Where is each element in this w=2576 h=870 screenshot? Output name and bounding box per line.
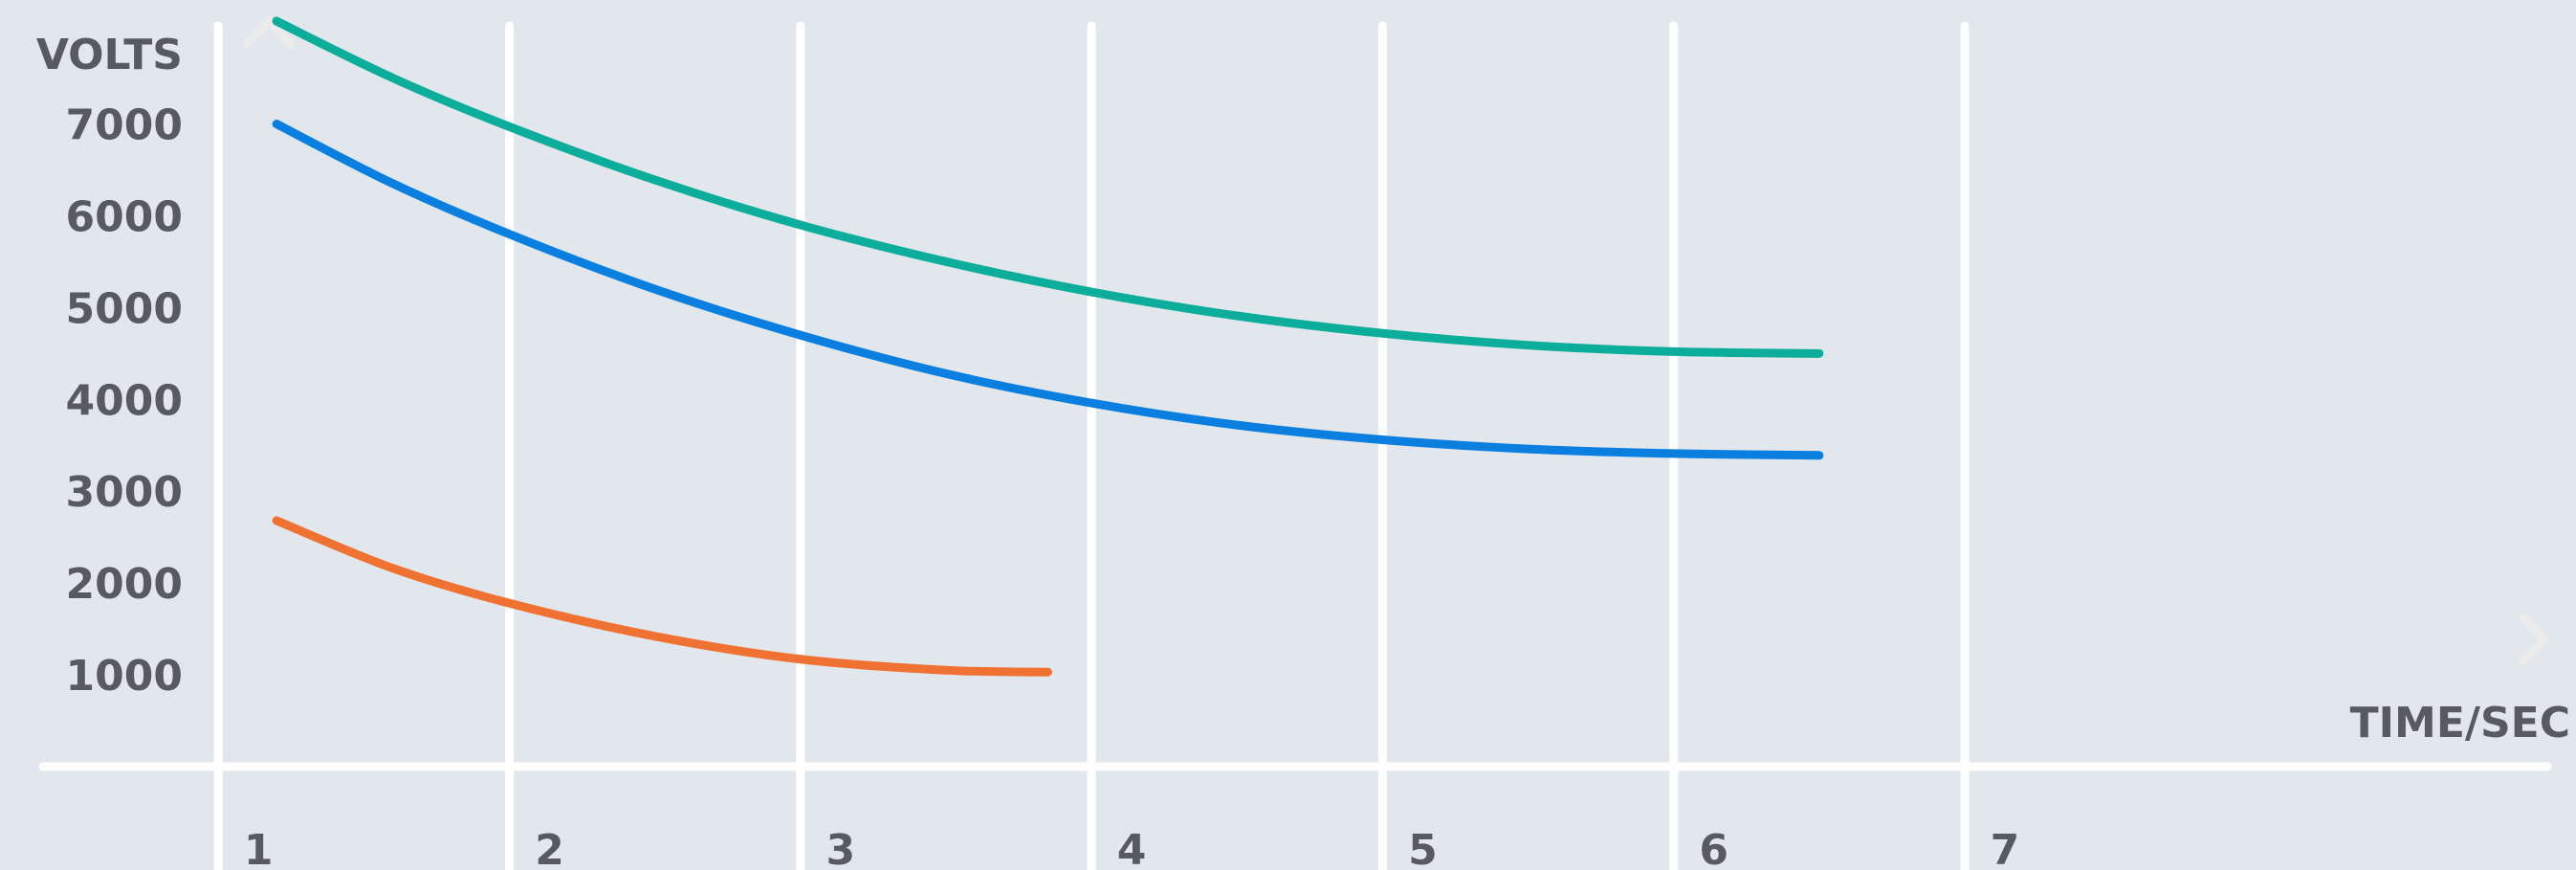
x-axis-label: TIME/SEC xyxy=(2350,699,2570,747)
x-tick-label: 5 xyxy=(1408,826,1438,870)
x-tick-label: 6 xyxy=(1699,826,1728,870)
x-tick-label: 7 xyxy=(1991,826,2020,870)
y-tick-label: 1000 xyxy=(66,652,183,701)
x-tick-label: 3 xyxy=(826,826,855,870)
y-tick-label: 7000 xyxy=(66,101,183,150)
series-line-2 xyxy=(272,120,1824,460)
grid-layer xyxy=(213,21,1970,870)
axis-layer xyxy=(38,16,2552,771)
y-tick-label: 2000 xyxy=(66,560,183,609)
x-tick-label: 2 xyxy=(535,826,564,870)
y-tick-label: 4000 xyxy=(66,376,183,425)
y-axis-label: VOLTS xyxy=(36,31,183,79)
series-line-3 xyxy=(272,516,1052,677)
x-axis-arrow-icon xyxy=(2518,613,2549,666)
y-tick-label: 3000 xyxy=(66,468,183,517)
y-tick-label: 6000 xyxy=(66,192,183,241)
y-tick-label: 5000 xyxy=(66,284,183,333)
series-layer xyxy=(272,16,1824,677)
x-tick-label: 1 xyxy=(244,826,274,870)
label-layer: VOLTS TIME/SEC 1 2 3 4 5 6 7 1000 2000 3000 4000 50… xyxy=(36,31,2570,870)
x-tick-label: 4 xyxy=(1117,826,1147,870)
series-line-1 xyxy=(272,16,1824,358)
y-axis-arrow-icon xyxy=(242,16,296,49)
